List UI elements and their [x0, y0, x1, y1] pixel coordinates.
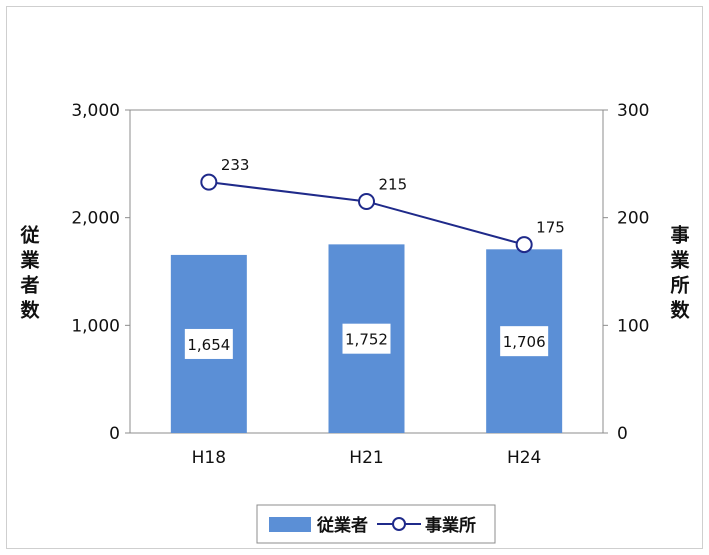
axis-title-char: 所 [670, 275, 689, 297]
legend-label-bar: 従業者 [316, 515, 368, 536]
bar-value-label-H21: 1,752 [345, 331, 388, 349]
axis-title-char: 数 [20, 299, 40, 322]
y-left-tick-label: 2,000 [71, 209, 120, 229]
y-right-tick-label: 300 [617, 101, 649, 121]
axis-title-char: 業 [669, 249, 690, 272]
y-left-tick-label: 0 [109, 424, 120, 444]
x-tick-label-H24: H24 [507, 448, 541, 468]
legend-swatch-bar [269, 517, 311, 532]
legend-label-line: 事業所 [425, 515, 476, 536]
bar-value-label-H24: 1,706 [503, 333, 546, 351]
axis-title-char: 者 [20, 275, 39, 297]
line-series-事業所 [208, 181, 525, 246]
x-tick-label-H18: H18 [192, 448, 226, 468]
line-value-label-H24: 175 [536, 219, 565, 237]
line-point-H21 [358, 193, 375, 211]
line-value-label-H18: 233 [221, 156, 250, 174]
y-right-tick-label: 0 [617, 424, 628, 444]
y-left-tick-label: 3,000 [71, 101, 120, 121]
line-value-label-H21: 215 [379, 176, 408, 194]
bar-value-label-H18: 1,654 [187, 336, 230, 354]
axis-title-char: 数 [670, 299, 690, 322]
bar-label-box-H24 [500, 326, 549, 357]
line-point-H24 [515, 236, 533, 254]
bar-label-box-H18 [184, 328, 233, 359]
legend: 従業者 事業所 [256, 504, 496, 544]
x-tick-label-H21: H21 [349, 448, 383, 468]
axis-title-char: 業 [19, 249, 40, 272]
plot-area: 1,654 1,752 1,706 0 1,000 2,000 3,000 0 100 200 30… [71, 101, 649, 468]
y-left-tick-label: 1,000 [71, 316, 120, 336]
y-right-tick-label: 200 [617, 209, 649, 229]
y-right-tick-label: 100 [617, 316, 649, 336]
line-point-H18 [200, 173, 218, 191]
axis-title-char: 事 [670, 224, 689, 247]
legend-swatch-marker [392, 517, 406, 531]
chart-frame [6, 6, 703, 549]
axis-title-char: 従 [19, 224, 39, 247]
bar-label-box-H21 [342, 323, 391, 354]
